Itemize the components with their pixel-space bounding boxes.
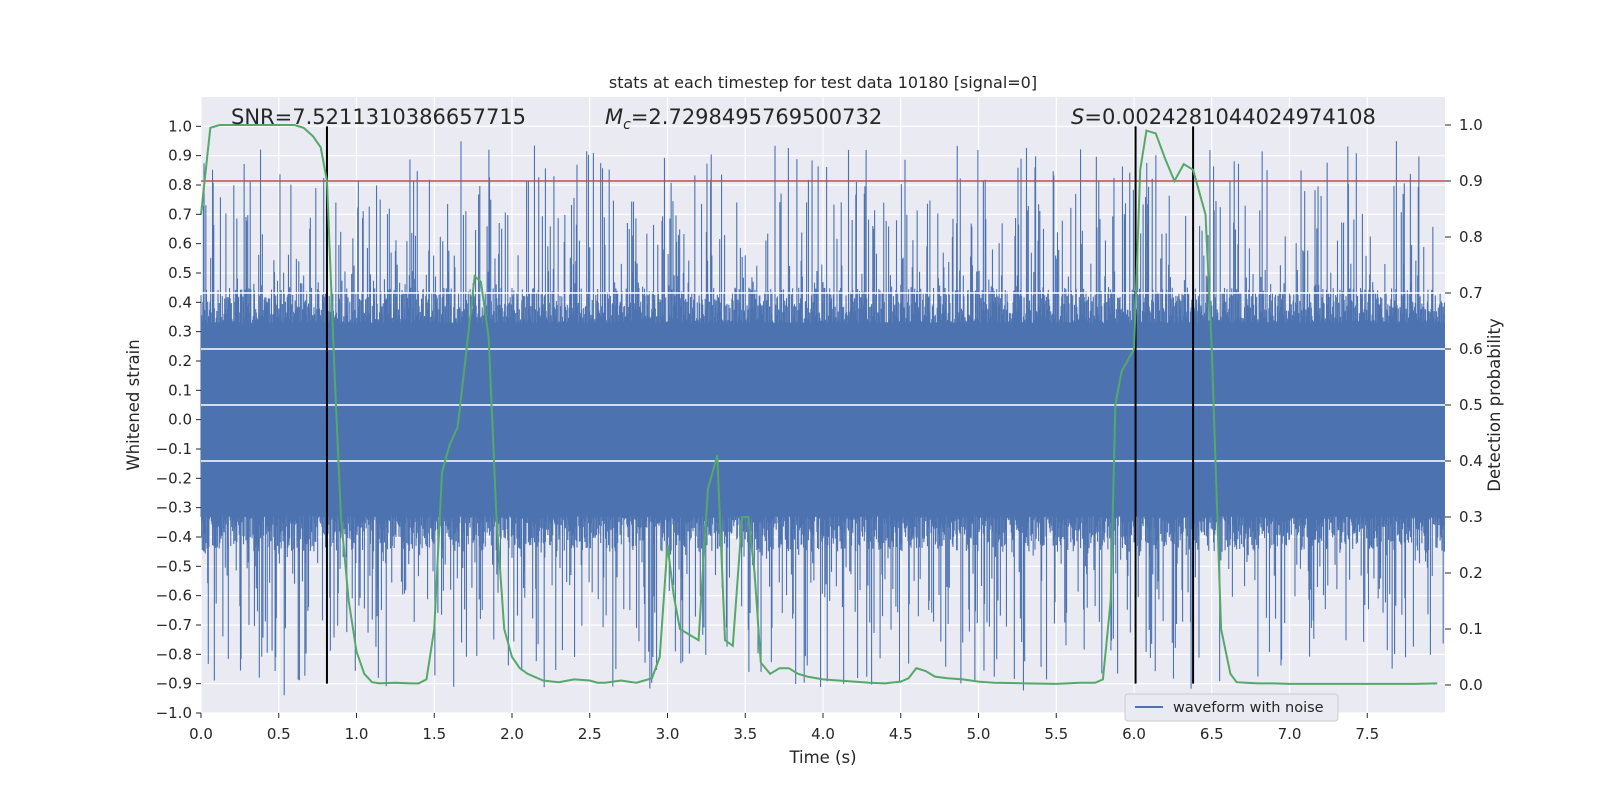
mc-value: =2.7298495769500732 [631,105,882,129]
annotation-snr-ratio: S=0.0024281044024974108 [1071,105,1376,129]
x-tick-label: 7.5 [1355,725,1379,743]
strain-layer [200,141,1445,696]
x-tick-label: 4.0 [811,725,835,743]
y-tick-label: −0.1 [156,440,192,458]
annotation-chirp-mass: Mc=2.7298495769500732 [605,105,882,133]
y2-tick-label: 0.2 [1459,564,1483,582]
y-tick-label: −0.9 [156,675,192,693]
y-tick-label: 0.2 [168,352,192,370]
y2-tick-label: 0.7 [1459,284,1483,302]
y-tick-label: 1.0 [168,117,192,135]
legend: waveform with noise [1124,693,1339,722]
y-tick-label: 0.4 [168,293,192,311]
axis-layer: 0.0 0.5 1.0 1.5 2.0 2.5 3.0 3.5 4.0 4.5 5.0 5.5 6.0 6… [156,116,1483,743]
x-tick-label: 3.0 [656,725,680,743]
x-tick-label: 1.0 [345,725,369,743]
y-tick-label: 0.5 [168,264,192,282]
detection-probability-series [200,124,1438,685]
annotation-snr: SNR=7.5211310386657715 [231,105,526,129]
x-tick-label: 2.0 [500,725,524,743]
y2-axis-label: Detection probability [1485,318,1504,492]
x-tick-label: 7.0 [1278,725,1302,743]
y-tick-label: −0.7 [156,616,192,634]
x-tick-label: 2.5 [578,725,602,743]
y-tick-label: 0.3 [168,323,192,341]
y2-tick-label: 0.8 [1459,228,1483,246]
y-tick-label: 0.7 [168,205,192,223]
legend-label: waveform with noise [1173,700,1324,716]
s-value: =0.0024281044024974108 [1084,105,1376,129]
y-tick-label: 0.9 [168,147,192,165]
x-tick-label: 6.5 [1200,725,1224,743]
x-tick-label: 1.5 [422,725,446,743]
mc-subscript: c [623,117,631,133]
y2-tick-label: 0.0 [1459,676,1483,694]
y2-tick-label: 1.0 [1459,116,1483,134]
y-tick-label: −0.2 [156,469,192,487]
y-tick-label: −0.6 [156,587,192,605]
y-tick-label: −1.0 [156,704,192,722]
y-tick-label: −0.5 [156,557,192,575]
legend-box [1124,693,1339,722]
x-tick-label: 0.0 [189,725,213,743]
y2-tick-label: 0.4 [1459,452,1483,470]
x-tick-label: 5.5 [1044,725,1068,743]
y2-tick-label: 0.5 [1459,396,1483,414]
y-axis-label: Whitened strain [124,339,143,470]
y-tick-label: −0.4 [156,528,192,546]
y-tick-label: −0.8 [156,645,192,663]
chart-title: stats at each timestep for test data 101… [609,73,1037,92]
s-symbol: S [1071,105,1084,129]
x-tick-label: 5.0 [967,725,991,743]
y-tick-label: 0.6 [168,235,192,253]
x-tick-label: 0.5 [267,725,291,743]
y-tick-label: 0.0 [168,411,192,429]
y-tick-label: 0.1 [168,381,192,399]
mc-symbol: M [605,105,623,129]
x-axis-label: Time (s) [788,748,856,767]
x-tick-label: 4.5 [889,725,913,743]
y2-tick-label: 0.9 [1459,172,1483,190]
overlay-layer [200,124,1445,685]
y2-tick-label: 0.3 [1459,508,1483,526]
y2-tick-label: 0.6 [1459,340,1483,358]
x-tick-label: 3.5 [733,725,757,743]
x-tick-label: 6.0 [1122,725,1146,743]
y2-tick-label: 0.1 [1459,620,1483,638]
y-tick-label: 0.8 [168,176,192,194]
waveform-core-band [201,322,1445,517]
y-tick-label: −0.3 [156,499,192,517]
